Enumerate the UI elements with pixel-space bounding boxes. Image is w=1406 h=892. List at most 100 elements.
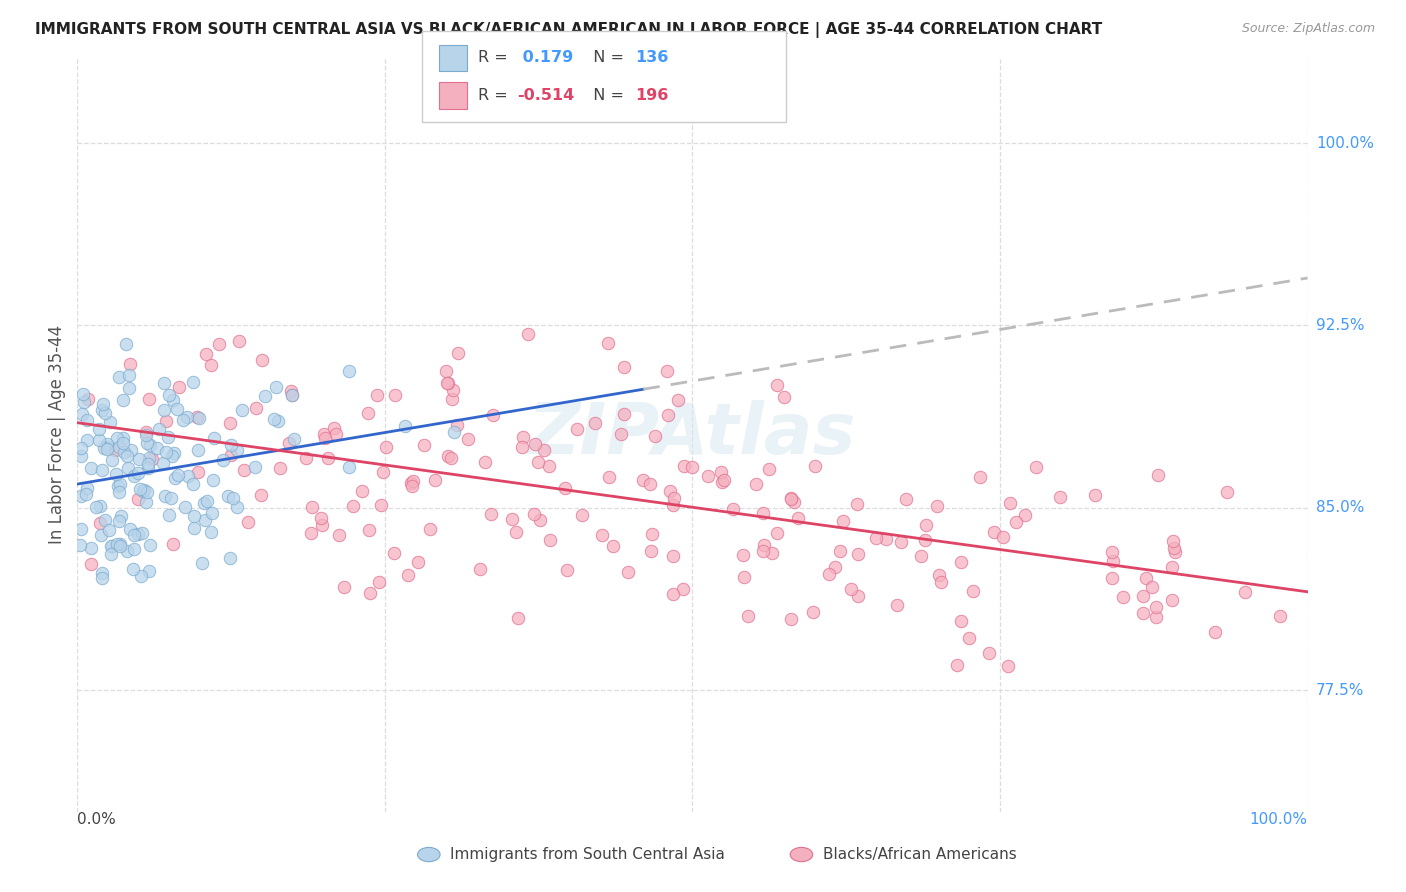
Point (666, 392, 689, 407)
Point (928, 568, 950, 582)
Point (510, 440, 533, 454)
Y-axis label: In Labor Force | Age 35-44: In Labor Force | Age 35-44 (48, 326, 66, 544)
Point (1161, 560, 1184, 574)
Point (865, 531, 887, 545)
Point (281, 387, 304, 401)
Text: Source: ZipAtlas.com: Source: ZipAtlas.com (1241, 22, 1375, 36)
Point (401, 479, 423, 493)
Point (120, 443, 142, 458)
Point (89, 500, 111, 514)
Text: 100.0%: 100.0% (1316, 136, 1374, 151)
Point (97, 523, 120, 537)
Point (441, 383, 464, 397)
Point (505, 525, 527, 540)
Point (332, 580, 354, 594)
Point (87, 422, 110, 436)
Point (357, 406, 380, 420)
Point (434, 364, 457, 378)
Point (254, 389, 277, 403)
Point (138, 538, 160, 552)
Point (108, 540, 131, 554)
Point (250, 353, 273, 368)
Point (413, 438, 436, 452)
Point (328, 528, 350, 542)
Point (801, 606, 824, 620)
Point (107, 479, 129, 493)
Point (602, 539, 624, 553)
Point (135, 427, 157, 442)
Point (537, 459, 560, 474)
Point (396, 568, 419, 582)
Point (72, 387, 94, 401)
Point (128, 482, 150, 496)
Point (135, 425, 157, 439)
Point (172, 413, 194, 427)
Point (122, 528, 145, 542)
Point (115, 544, 138, 558)
Point (1132, 606, 1154, 620)
Point (105, 431, 128, 445)
Point (91, 571, 114, 585)
Point (219, 449, 242, 463)
Point (1102, 554, 1125, 568)
Point (153, 403, 176, 417)
Point (367, 574, 389, 589)
Point (696, 469, 718, 483)
Text: 100.0%: 100.0% (1250, 812, 1308, 827)
Point (194, 347, 217, 361)
Point (138, 564, 160, 578)
Point (371, 465, 394, 479)
Point (91, 396, 114, 410)
Text: 136: 136 (636, 51, 669, 65)
Point (110, 508, 132, 523)
Point (352, 484, 374, 499)
Point (177, 469, 200, 483)
Point (915, 518, 938, 533)
Text: R =: R = (478, 51, 513, 65)
Point (75, 486, 97, 500)
Point (366, 388, 388, 402)
Point (661, 498, 683, 512)
Point (135, 495, 157, 509)
Point (641, 527, 664, 541)
Point (1163, 541, 1185, 556)
Point (136, 435, 159, 450)
Point (96, 437, 118, 451)
Point (309, 511, 332, 525)
Point (406, 555, 429, 569)
Point (79, 558, 101, 572)
Point (479, 508, 502, 522)
Point (112, 436, 135, 450)
Point (824, 559, 846, 574)
Point (710, 475, 733, 489)
Text: R =: R = (478, 88, 513, 103)
Point (90, 527, 112, 541)
Point (517, 326, 540, 341)
Point (394, 419, 416, 434)
Point (90, 463, 112, 477)
Point (1049, 490, 1071, 504)
Point (894, 491, 917, 506)
Point (166, 402, 188, 417)
Point (115, 449, 138, 463)
Point (554, 481, 576, 495)
Point (1132, 589, 1154, 603)
Point (93, 442, 115, 456)
Point (949, 555, 972, 569)
Point (80, 541, 103, 556)
Point (571, 508, 593, 522)
Point (818, 566, 841, 581)
Point (195, 494, 218, 508)
Point (1215, 485, 1237, 500)
Point (436, 376, 458, 390)
Point (250, 488, 273, 502)
Point (283, 432, 305, 446)
Point (80, 460, 103, 475)
Point (131, 525, 153, 540)
Point (136, 485, 159, 500)
Point (533, 442, 555, 457)
Point (118, 522, 141, 536)
Point (929, 574, 952, 589)
Point (245, 459, 267, 474)
Point (153, 489, 176, 503)
